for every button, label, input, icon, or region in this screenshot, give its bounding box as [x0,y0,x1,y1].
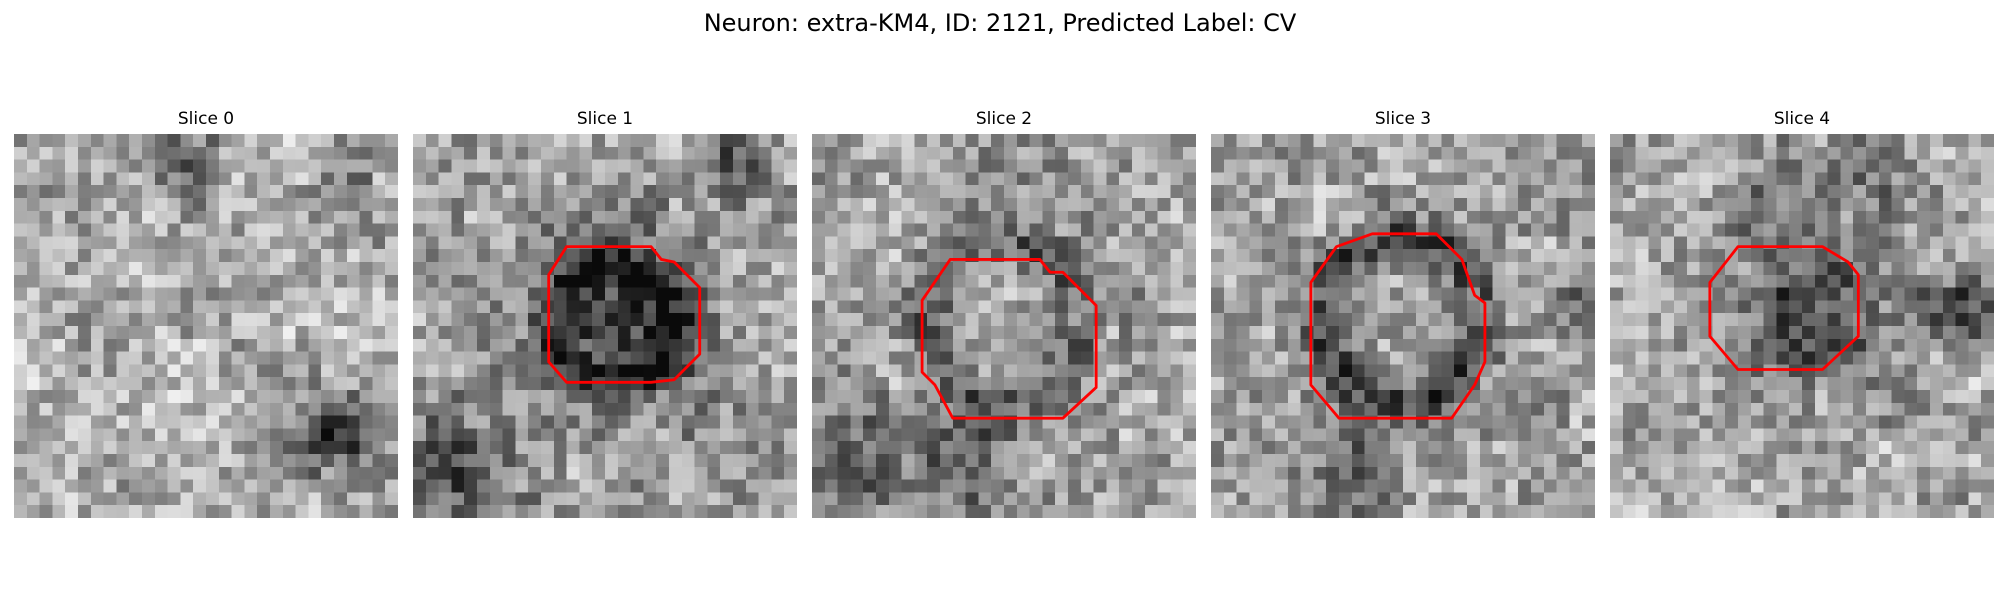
slice-image-0 [14,134,398,518]
panel-title-slice-4: Slice 4 [1773,109,1831,129]
panel-slice-3 [1211,134,1595,518]
roi-contour [547,245,702,384]
panel-slice-0 [14,134,398,518]
panel-title-slice-0: Slice 0 [177,109,235,129]
slice-image-4 [1610,134,1994,518]
roi-contour [1309,232,1487,420]
roi-contour [1708,245,1860,371]
slice-image-1 [413,134,797,518]
panel-title-slice-1: Slice 1 [576,109,634,129]
roi-contour [920,258,1098,420]
panel-slice-2 [812,134,1196,518]
panel-title-slice-2: Slice 2 [975,109,1033,129]
panel-slice-1 [413,134,797,518]
figure-title: Neuron: extra-KM4, ID: 2121, Predicted L… [703,9,1297,37]
slice-image-2 [812,134,1196,518]
panel-slice-4 [1610,134,1994,518]
panel-title-slice-3: Slice 3 [1374,109,1432,129]
slice-image-3 [1211,134,1595,518]
